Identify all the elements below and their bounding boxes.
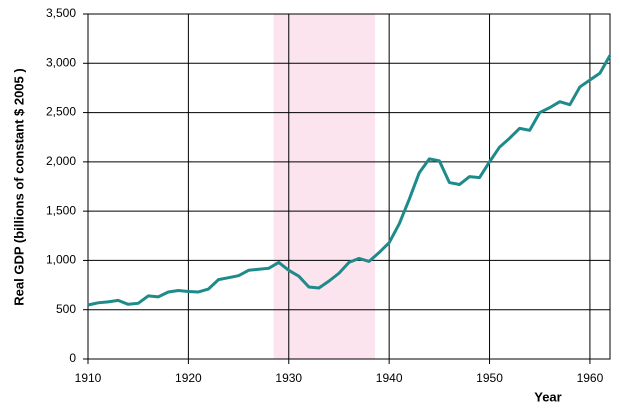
y-tick-label: 3,000: [46, 55, 76, 69]
y-axis-label: Real GDP (billions of constant $ 2005 ): [11, 68, 26, 305]
x-tick-label: 1950: [476, 371, 503, 385]
shaded-region: [273, 14, 376, 359]
plot-frame: [87, 13, 611, 360]
y-tick-label: 3,500: [46, 6, 76, 20]
x-tick-label: 1920: [175, 371, 202, 385]
data-line: [87, 54, 612, 307]
x-tick-label: 1930: [275, 371, 302, 385]
x-tick-label: 1960: [577, 371, 604, 385]
x-axis-label: Year: [534, 389, 561, 404]
x-tick-label: 1940: [376, 371, 403, 385]
x-tick-label: 1910: [75, 371, 102, 385]
y-tick-label: 2,000: [46, 154, 76, 168]
y-tick-label: 0: [69, 351, 76, 365]
y-tick-label: 1,000: [46, 253, 76, 267]
y-tick-label: 500: [56, 302, 76, 316]
y-tick-label: 2,500: [46, 105, 76, 119]
y-tick-label: 1,500: [46, 203, 76, 217]
